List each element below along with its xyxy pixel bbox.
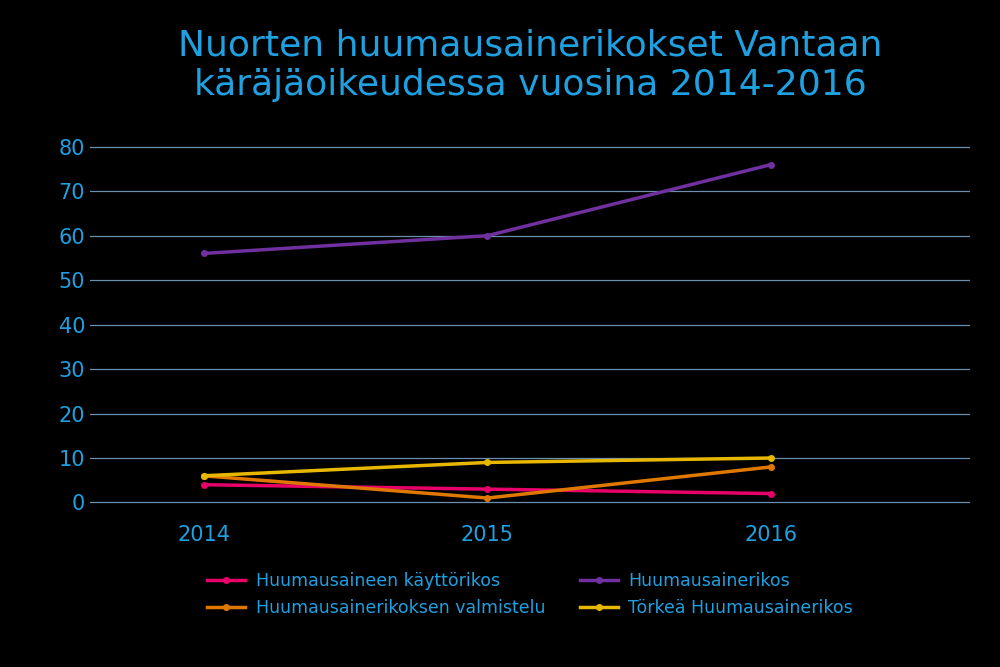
- Huumausaineen käyttörikos: [765, 490, 777, 498]
- Törkeä Huumausainerikos: [765, 454, 777, 462]
- Huumausaineen käyttörikos: [481, 485, 493, 493]
- Legend: Huumausaineen käyttörikos, Huumausainerikoksen valmistelu, Huumausainerikos, Tör: Huumausaineen käyttörikos, Huumausaineri…: [200, 565, 860, 624]
- Huumausainerikoksen valmistelu: [765, 463, 777, 471]
- Huumausainerikoksen valmistelu: [481, 494, 493, 502]
- Line: Huumausaineen käyttörikos: Huumausaineen käyttörikos: [201, 482, 774, 496]
- Huumausainerikoksen valmistelu: [198, 472, 210, 480]
- Huumausaineen käyttörikos: [198, 481, 210, 489]
- Line: Huumausainerikos: Huumausainerikos: [201, 162, 774, 256]
- Line: Huumausainerikoksen valmistelu: Huumausainerikoksen valmistelu: [201, 464, 774, 501]
- Title: Nuorten huumausainerikokset Vantaan
käräjäoikeudessa vuosina 2014-2016: Nuorten huumausainerikokset Vantaan kärä…: [178, 29, 882, 102]
- Huumausainerikos: [765, 161, 777, 169]
- Törkeä Huumausainerikos: [198, 472, 210, 480]
- Line: Törkeä Huumausainerikos: Törkeä Huumausainerikos: [201, 456, 774, 478]
- Törkeä Huumausainerikos: [481, 458, 493, 466]
- Huumausainerikos: [481, 231, 493, 239]
- Huumausainerikos: [198, 249, 210, 257]
